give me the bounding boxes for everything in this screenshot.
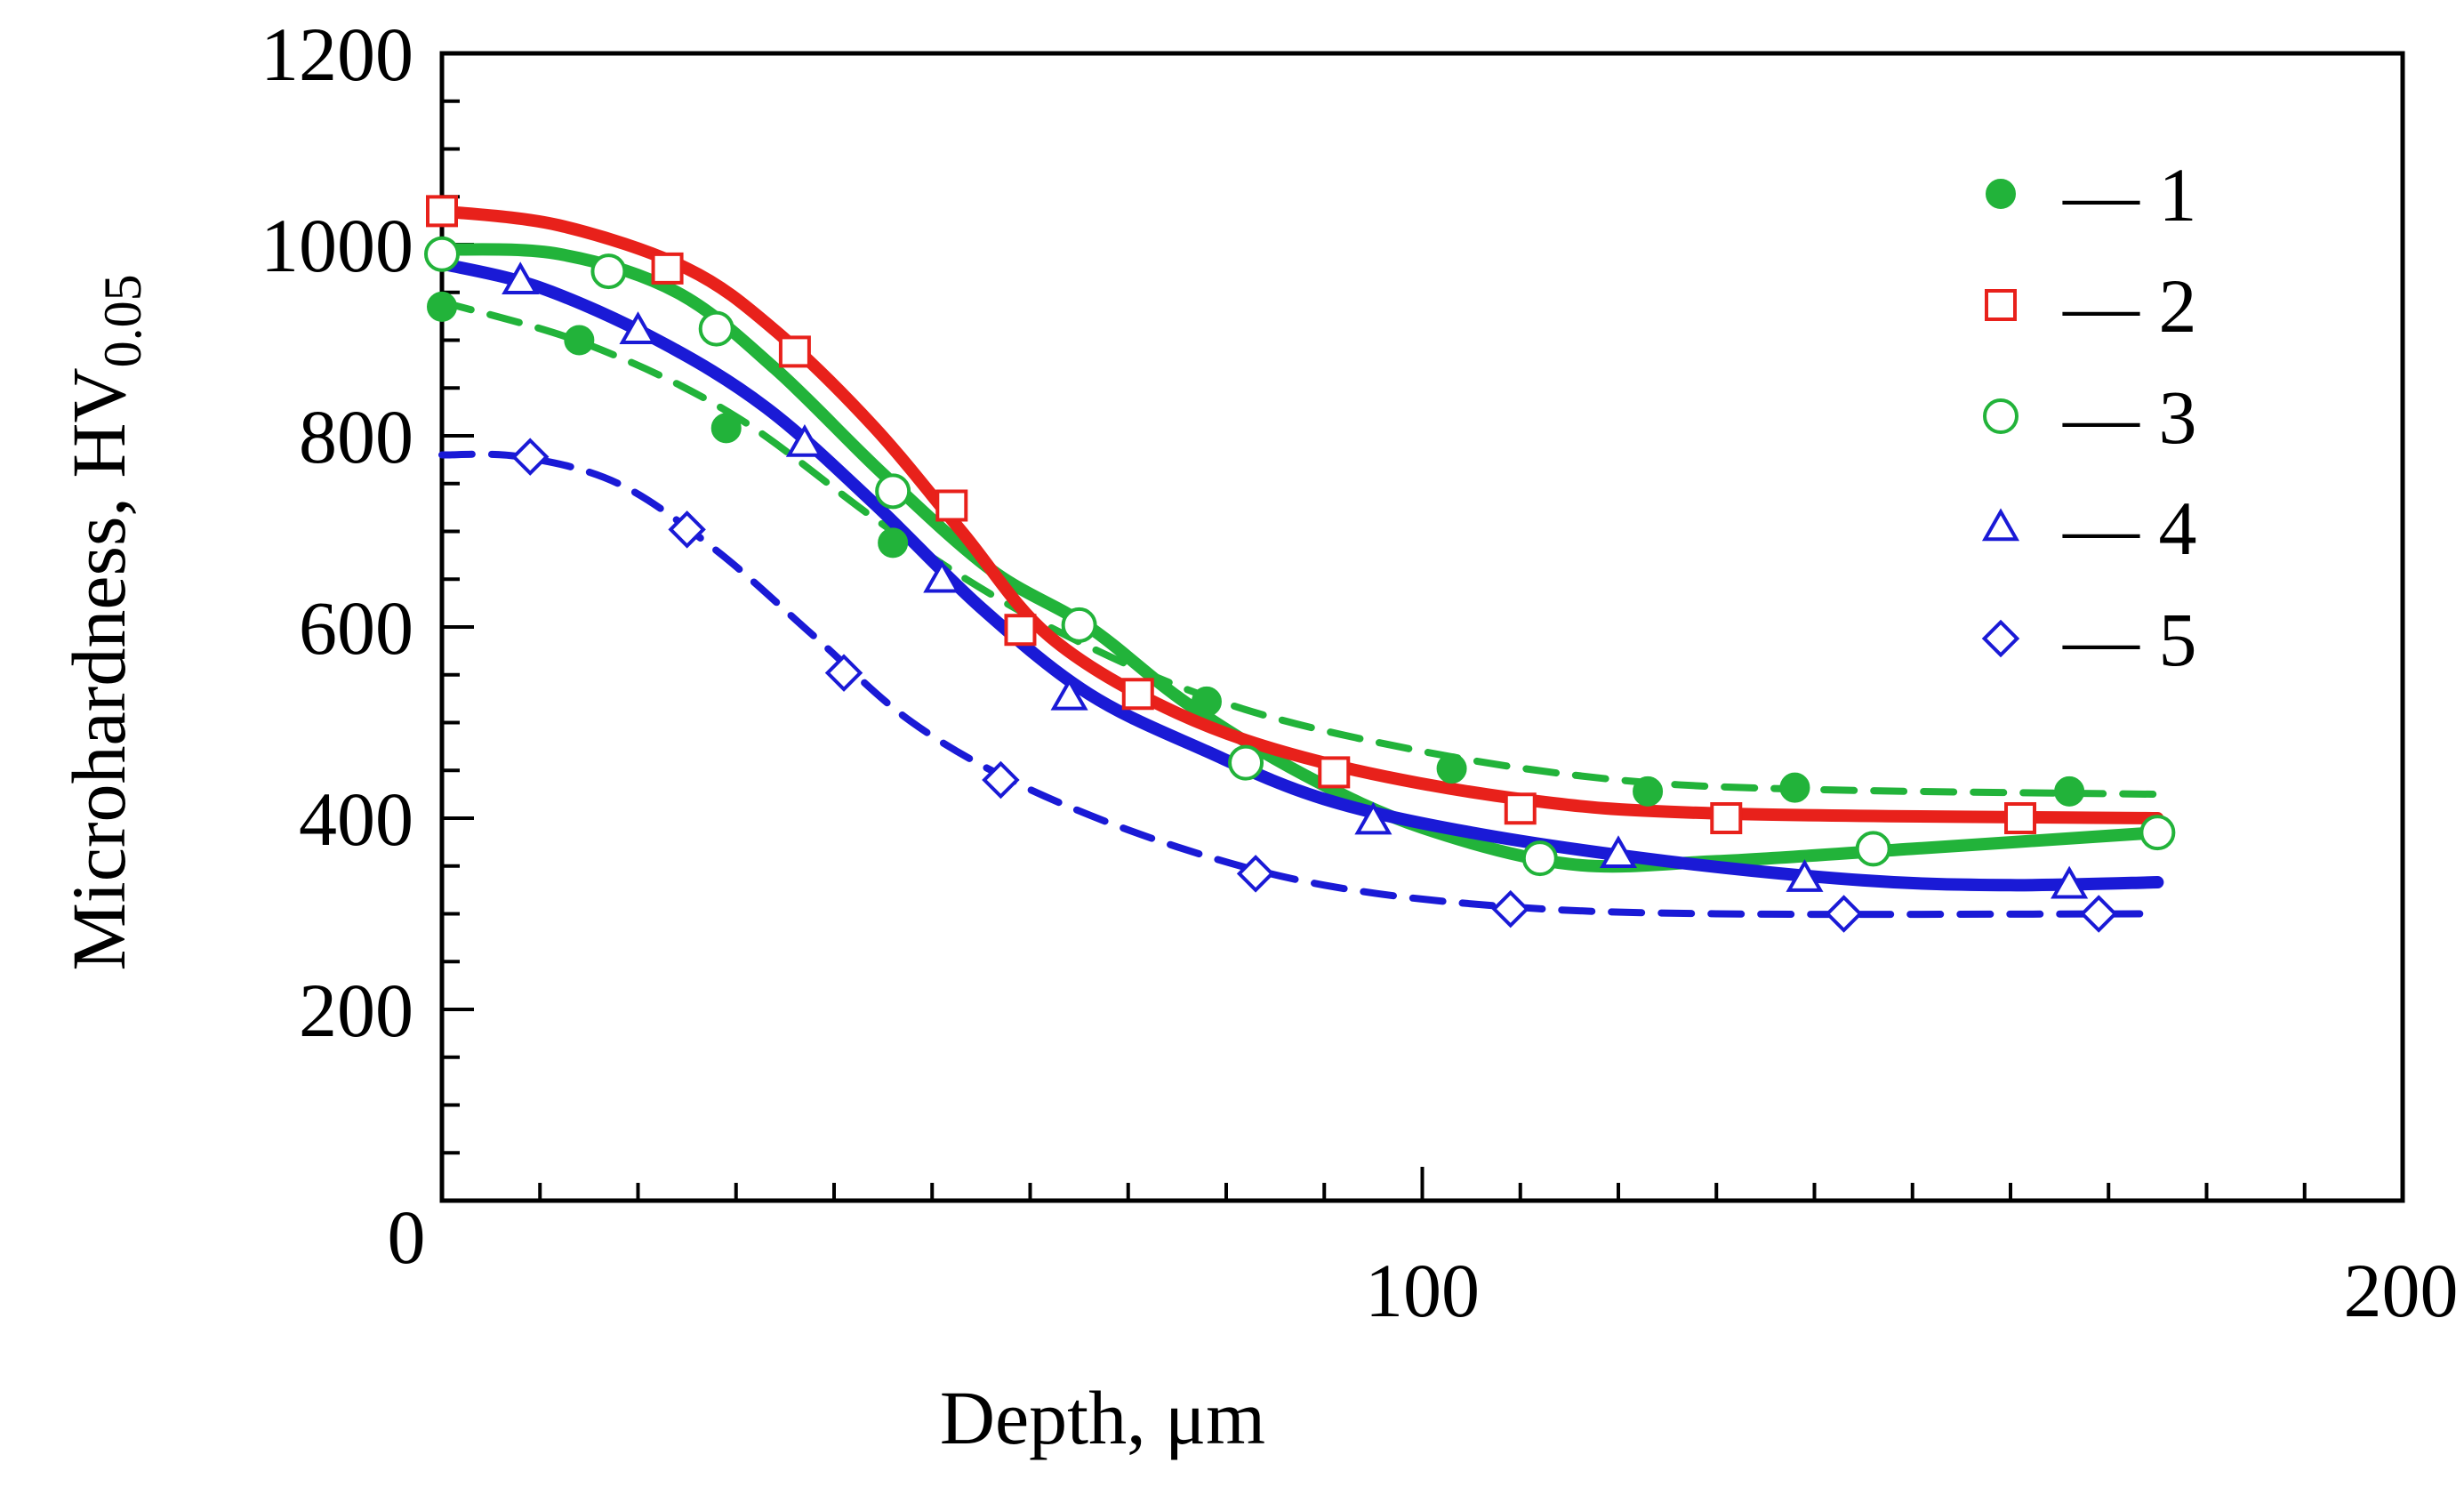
fit-curve-series-2 bbox=[436, 205, 2164, 824]
data-point-series-5 bbox=[824, 654, 863, 692]
data-point-series-5 bbox=[668, 510, 706, 549]
y-tick-label: 600 bbox=[299, 585, 413, 671]
data-point-series-2 bbox=[1710, 802, 1743, 834]
data-point-series-1 bbox=[427, 291, 457, 322]
data-point-series-1 bbox=[2054, 776, 2085, 807]
data-point-series-2 bbox=[1318, 756, 1351, 789]
data-point-series-2 bbox=[778, 335, 811, 368]
data-point-series-1 bbox=[1633, 776, 1664, 807]
data-point-series-4 bbox=[2051, 865, 2089, 899]
data-point-series-1 bbox=[878, 527, 909, 559]
fit-curve-series-1 bbox=[438, 298, 2162, 799]
legend-label-series-1: — 1 bbox=[2062, 152, 2197, 237]
data-markers bbox=[424, 195, 2176, 933]
x-tick-label: 0 bbox=[388, 1194, 426, 1280]
y-tick-label: 1000 bbox=[261, 203, 413, 288]
data-point-series-5 bbox=[510, 438, 550, 476]
fit-curve-series-3 bbox=[436, 243, 2164, 873]
data-point-series-4 bbox=[502, 261, 540, 295]
y-tick-label: 200 bbox=[299, 968, 413, 1053]
legend-marker-series-4 bbox=[1981, 508, 2020, 542]
data-point-series-1 bbox=[1436, 753, 1467, 784]
x-axis-title: Depth, μm bbox=[940, 1375, 1265, 1460]
legend-marker-series-1 bbox=[1986, 179, 2016, 209]
data-point-series-4 bbox=[1786, 859, 1824, 892]
fit-curves bbox=[436, 205, 2164, 919]
data-point-series-4 bbox=[923, 559, 961, 593]
y-tick-label: 400 bbox=[299, 776, 413, 862]
data-point-series-5 bbox=[1825, 895, 1863, 933]
legend-label-series-3: — 3 bbox=[2062, 374, 2197, 460]
data-point-series-1 bbox=[564, 325, 595, 356]
x-tick-label: 100 bbox=[1365, 1248, 1480, 1333]
legend: — 1 — 2 — 3 — 4 — 5 bbox=[1981, 152, 2197, 682]
legend-label-series-2: — 2 bbox=[2062, 263, 2197, 349]
data-point-series-1 bbox=[1191, 686, 1222, 717]
data-point-series-4 bbox=[1599, 835, 1638, 869]
fit-curve-series-5 bbox=[438, 450, 2162, 919]
data-point-series-3 bbox=[698, 310, 734, 347]
legend-label-series-5: — 5 bbox=[2062, 597, 2197, 682]
legend-marker-series-2 bbox=[1985, 289, 2017, 321]
data-point-series-3 bbox=[590, 253, 627, 290]
data-point-series-4 bbox=[785, 423, 823, 457]
data-point-series-2 bbox=[935, 489, 968, 522]
axis-ticks bbox=[442, 99, 2307, 1201]
data-point-series-1 bbox=[1779, 772, 1810, 803]
data-point-series-4 bbox=[619, 311, 657, 344]
y-axis-title-main: Microhardness, HV bbox=[56, 367, 141, 970]
y-axis-title-subscript: 0.05 bbox=[93, 274, 152, 367]
y-tick-label: 800 bbox=[299, 394, 413, 479]
data-point-series-5 bbox=[982, 760, 1020, 800]
data-point-series-5 bbox=[2079, 895, 2118, 933]
data-point-series-3 bbox=[1855, 831, 1891, 867]
data-point-series-2 bbox=[1121, 678, 1154, 711]
data-point-series-3 bbox=[1061, 607, 1097, 643]
data-point-series-2 bbox=[426, 195, 458, 228]
fit-curve-series-4 bbox=[436, 257, 2164, 892]
data-point-series-5 bbox=[1491, 889, 1529, 928]
y-tick-label: 1200 bbox=[261, 12, 413, 97]
data-point-series-3 bbox=[875, 473, 911, 510]
data-point-series-3 bbox=[1228, 744, 1264, 781]
x-tick-label: 200 bbox=[2344, 1248, 2459, 1333]
data-point-series-2 bbox=[1004, 614, 1037, 647]
data-point-series-3 bbox=[1521, 840, 1558, 877]
legend-marker-series-3 bbox=[1983, 398, 2019, 434]
data-point-series-4 bbox=[1050, 677, 1088, 711]
tick-labels: 200 400 600 800 1000 1200 0 100 200 bbox=[261, 12, 2459, 1333]
legend-marker-series-5 bbox=[1981, 619, 2020, 658]
data-point-series-3 bbox=[424, 236, 460, 272]
data-point-series-1 bbox=[710, 413, 742, 444]
data-point-series-2 bbox=[651, 252, 684, 285]
legend-label-series-4: — 4 bbox=[2062, 486, 2197, 571]
data-point-series-5 bbox=[1236, 855, 1275, 893]
y-axis-title: Microhardness, HV0.05 bbox=[56, 274, 152, 970]
data-point-series-2 bbox=[2004, 802, 2037, 834]
data-point-series-2 bbox=[1504, 792, 1537, 825]
data-point-series-4 bbox=[1354, 801, 1393, 835]
data-point-series-3 bbox=[2139, 815, 2176, 851]
